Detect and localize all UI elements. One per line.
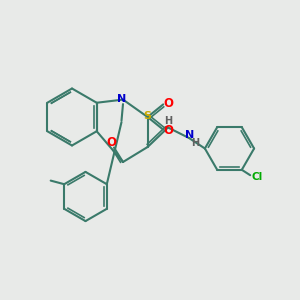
Text: H: H xyxy=(164,116,172,126)
Text: H: H xyxy=(191,138,199,148)
Text: O: O xyxy=(164,97,174,110)
Text: O: O xyxy=(106,136,116,149)
Text: S: S xyxy=(144,111,152,121)
Text: N: N xyxy=(185,130,194,140)
Text: N: N xyxy=(117,94,126,104)
Text: Cl: Cl xyxy=(251,172,262,182)
Text: O: O xyxy=(164,124,174,137)
